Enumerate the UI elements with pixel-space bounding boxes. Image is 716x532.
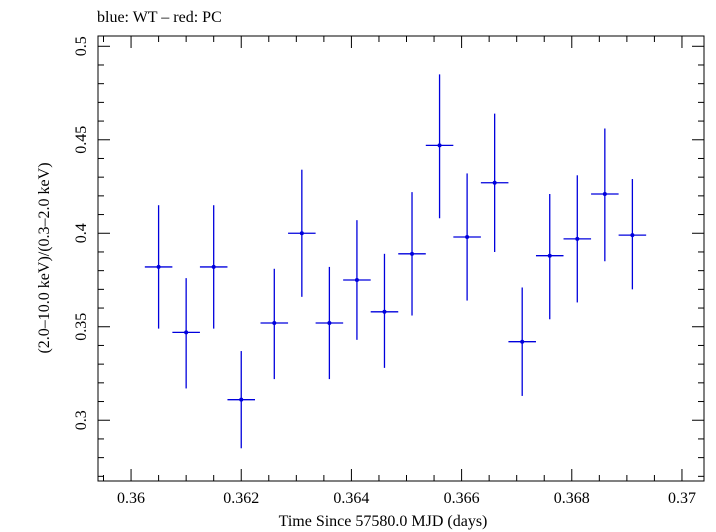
y-tick-label: 0.45 — [73, 126, 90, 154]
y-tick-label: 0.3 — [73, 410, 90, 430]
data-point — [575, 236, 580, 241]
x-tick-label: 0.37 — [668, 490, 696, 507]
y-tick-label: 0.4 — [73, 223, 90, 243]
data-point — [272, 321, 277, 326]
data-point — [492, 180, 497, 185]
data-point — [299, 231, 304, 236]
data-point — [156, 264, 161, 269]
data-point — [184, 330, 189, 335]
data-point — [354, 278, 359, 283]
data-point — [327, 321, 332, 326]
x-tick-label: 0.36 — [117, 490, 145, 507]
data-point — [547, 253, 552, 258]
data-point — [410, 251, 415, 256]
series-wt — [144, 74, 647, 449]
data-point — [602, 191, 607, 196]
plot-frame — [97, 35, 705, 482]
data-point — [465, 234, 470, 239]
chart-title: blue: WT – red: PC — [97, 9, 222, 26]
data-point — [437, 143, 442, 148]
x-tick-label: 0.364 — [333, 490, 369, 507]
x-tick-label: 0.366 — [444, 490, 480, 507]
data-series-layer — [144, 74, 647, 449]
x-axis-label: Time Since 57580.0 MJD (days) — [279, 513, 488, 530]
y-tick-label: 0.35 — [73, 313, 90, 341]
x-tick-label: 0.362 — [223, 490, 259, 507]
y-axis-label: (2.0–10.0 keV)/(0.3–2.0 keV) — [36, 162, 53, 353]
y-tick-label: 0.5 — [73, 36, 90, 56]
data-point — [382, 309, 387, 314]
data-point — [630, 233, 635, 238]
data-point — [520, 339, 525, 344]
axis-ticks — [98, 36, 704, 481]
data-point — [239, 397, 244, 402]
axis-tick-labels: 0.36 0.362 0.364 0.366 0.368 0.37 0.3 0.35 0.4 0.… — [73, 36, 696, 507]
x-tick-label: 0.368 — [554, 490, 590, 507]
data-point — [211, 264, 216, 269]
